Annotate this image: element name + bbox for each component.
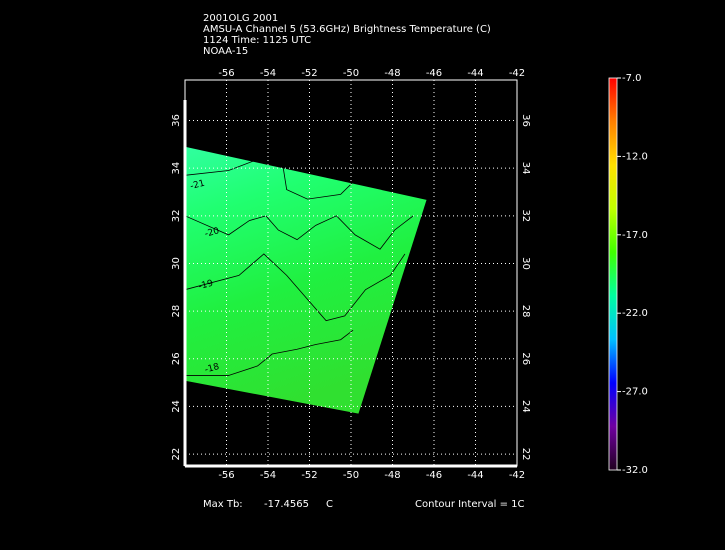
- y-tick-label-right: 22: [520, 448, 531, 461]
- y-tick-label-right: 26: [520, 352, 531, 365]
- x-tick-label-top: -50: [343, 68, 359, 79]
- colorbar-tick-label: -22.0: [622, 308, 648, 319]
- x-tick-label-bottom: -42: [509, 470, 525, 481]
- y-tick-label-left: 36: [171, 114, 182, 127]
- x-tick-label-top: -46: [426, 68, 442, 79]
- data-swath: [185, 146, 427, 414]
- title-line: AMSU-A Channel 5 (53.6GHz) Brightness Te…: [203, 24, 491, 35]
- y-tick-label-right: 24: [520, 400, 531, 413]
- colorbar-tick-label: -12.0: [622, 151, 648, 162]
- y-tick-label-right: 34: [520, 162, 531, 175]
- x-tick-label-top: -52: [301, 68, 317, 79]
- x-tick-label-bottom: -56: [218, 470, 234, 481]
- title-line: 1124 Time: 1125 UTC: [203, 35, 311, 46]
- contour-label: -18: [204, 362, 221, 376]
- x-tick-label-bottom: -46: [426, 470, 442, 481]
- x-tick-label-top: -54: [260, 68, 276, 79]
- y-tick-label-right: 32: [520, 209, 531, 222]
- contour-line: [184, 253, 406, 322]
- colorbar-tick-label: -7.0: [622, 73, 642, 84]
- x-tick-label-top: -44: [467, 68, 483, 79]
- x-tick-label-bottom: -44: [467, 470, 483, 481]
- y-tick-label-right: 36: [520, 114, 531, 127]
- x-tick-label-bottom: -48: [384, 470, 400, 481]
- colorbar-tick-label: -27.0: [622, 387, 648, 398]
- x-tick-label-top: -48: [384, 68, 400, 79]
- y-tick-label-left: 28: [171, 305, 182, 318]
- max-unit: C: [326, 499, 333, 510]
- x-tick-label-bottom: -50: [343, 470, 359, 481]
- colorbar-tick-label: -32.0: [622, 465, 648, 476]
- contour-line: [185, 329, 354, 376]
- y-tick-label-left: 34: [171, 162, 182, 175]
- y-tick-label-left: 24: [171, 400, 182, 413]
- x-tick-label-top: -42: [509, 68, 525, 79]
- contour-label: -20: [204, 226, 221, 240]
- y-tick-label-right: 28: [520, 305, 531, 318]
- contour-interval: Contour Interval = 1C: [415, 499, 525, 510]
- y-tick-label-left: 32: [171, 209, 182, 222]
- y-tick-label-left: 26: [171, 352, 182, 365]
- max-label: Max Tb:: [203, 499, 243, 510]
- y-tick-label-left: 22: [171, 448, 182, 461]
- max-value: -17.4565: [264, 499, 309, 510]
- colorbar-tick-label: -17.0: [622, 230, 648, 241]
- contour-label: -19: [197, 279, 214, 293]
- y-tick-label-right: 30: [520, 257, 531, 270]
- contour-label: -21: [189, 179, 206, 192]
- title-line: NOAA-15: [203, 46, 248, 57]
- title-line: 2001OLG 2001: [203, 13, 278, 24]
- x-tick-label-top: -56: [218, 68, 234, 79]
- colorbar: [608, 77, 618, 471]
- contour-line: [184, 160, 356, 200]
- x-tick-label-bottom: -54: [260, 470, 276, 481]
- y-tick-label-left: 30: [171, 257, 182, 270]
- contour-line: [184, 215, 414, 250]
- x-tick-label-bottom: -52: [301, 470, 317, 481]
